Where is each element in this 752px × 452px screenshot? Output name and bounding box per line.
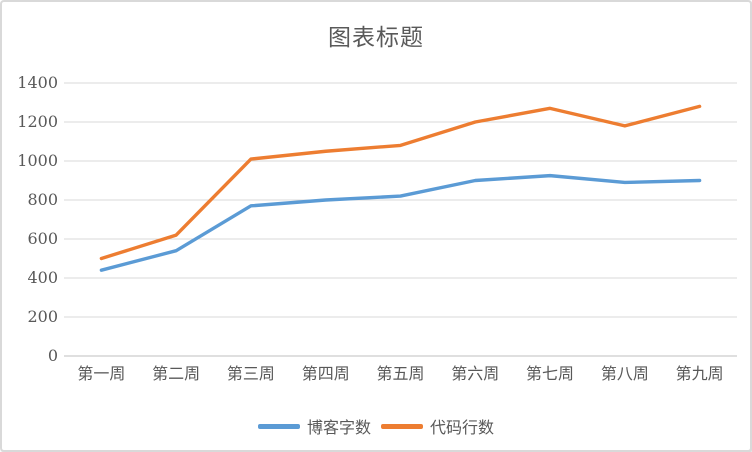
y-axis-tick-label: 1000: [17, 151, 58, 170]
x-axis-label: 第五周: [376, 364, 424, 383]
y-axis-tick-label: 200: [27, 307, 58, 326]
y-axis-tick-label: 1400: [17, 73, 58, 92]
x-axis-label: 第七周: [526, 364, 574, 383]
legend-item-0: 博客字数: [257, 414, 371, 438]
x-axis-label: 第九周: [676, 364, 724, 383]
legend-label-0: 博客字数: [306, 418, 371, 437]
legend: 博客字数 代码行数: [2, 414, 750, 438]
x-axis-label: 第一周: [77, 364, 125, 383]
legend-item-1: 代码行数: [381, 414, 494, 438]
series-line-1: [99, 104, 702, 261]
series-line-0: [99, 173, 702, 272]
legend-label-1: 代码行数: [430, 418, 495, 437]
chart-title: 图表标题: [328, 25, 424, 51]
x-axis-label: 第三周: [227, 364, 275, 383]
legend-swatch-0: [257, 423, 300, 429]
x-axis-label: 第二周: [152, 364, 200, 383]
y-axis-tick-label: 800: [27, 190, 58, 209]
x-axis-label: 第四周: [302, 364, 350, 383]
y-axis-tick-label: 0: [48, 346, 58, 365]
x-axis-label: 第六周: [451, 364, 499, 383]
y-axis-tick-label: 1200: [17, 112, 58, 131]
y-axis-tick-label: 400: [27, 268, 58, 287]
y-axis-tick-label: 600: [27, 229, 58, 248]
legend-swatch-1: [381, 423, 423, 429]
x-axis-label: 第八周: [601, 364, 649, 383]
